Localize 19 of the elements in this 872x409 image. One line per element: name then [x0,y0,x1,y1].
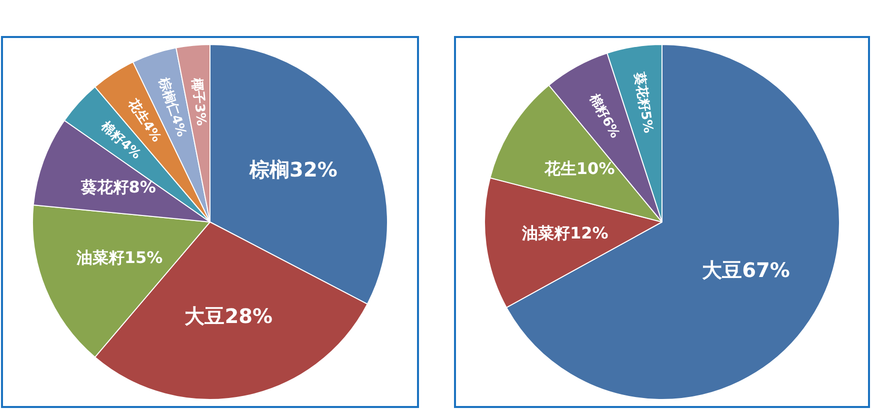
data-label: 5% [637,110,656,134]
slice-label: 葵花籽 [630,70,653,112]
data-label: 28% [224,304,273,328]
data-label: 10% [576,158,615,178]
data-label: 15% [124,248,163,267]
data-label: 67% [742,258,790,282]
slice-label: 棕榈 [248,158,290,182]
slice-label: 油菜籽 [520,223,570,242]
data-label: 3% [191,103,208,126]
data-label: 32% [290,158,338,182]
slice-label: 葵花籽 [80,177,129,196]
slice-label: 花生 [543,158,576,178]
slice-label: 椰子 [188,76,206,105]
slice-label: 油菜籽 [75,248,124,267]
slice-label: 大豆 [184,304,225,328]
slice-label: 棕榈仁 [155,74,183,118]
data-label: 12% [570,223,608,242]
slice-label: 大豆 [702,258,742,282]
data-label: 8% [128,177,156,196]
